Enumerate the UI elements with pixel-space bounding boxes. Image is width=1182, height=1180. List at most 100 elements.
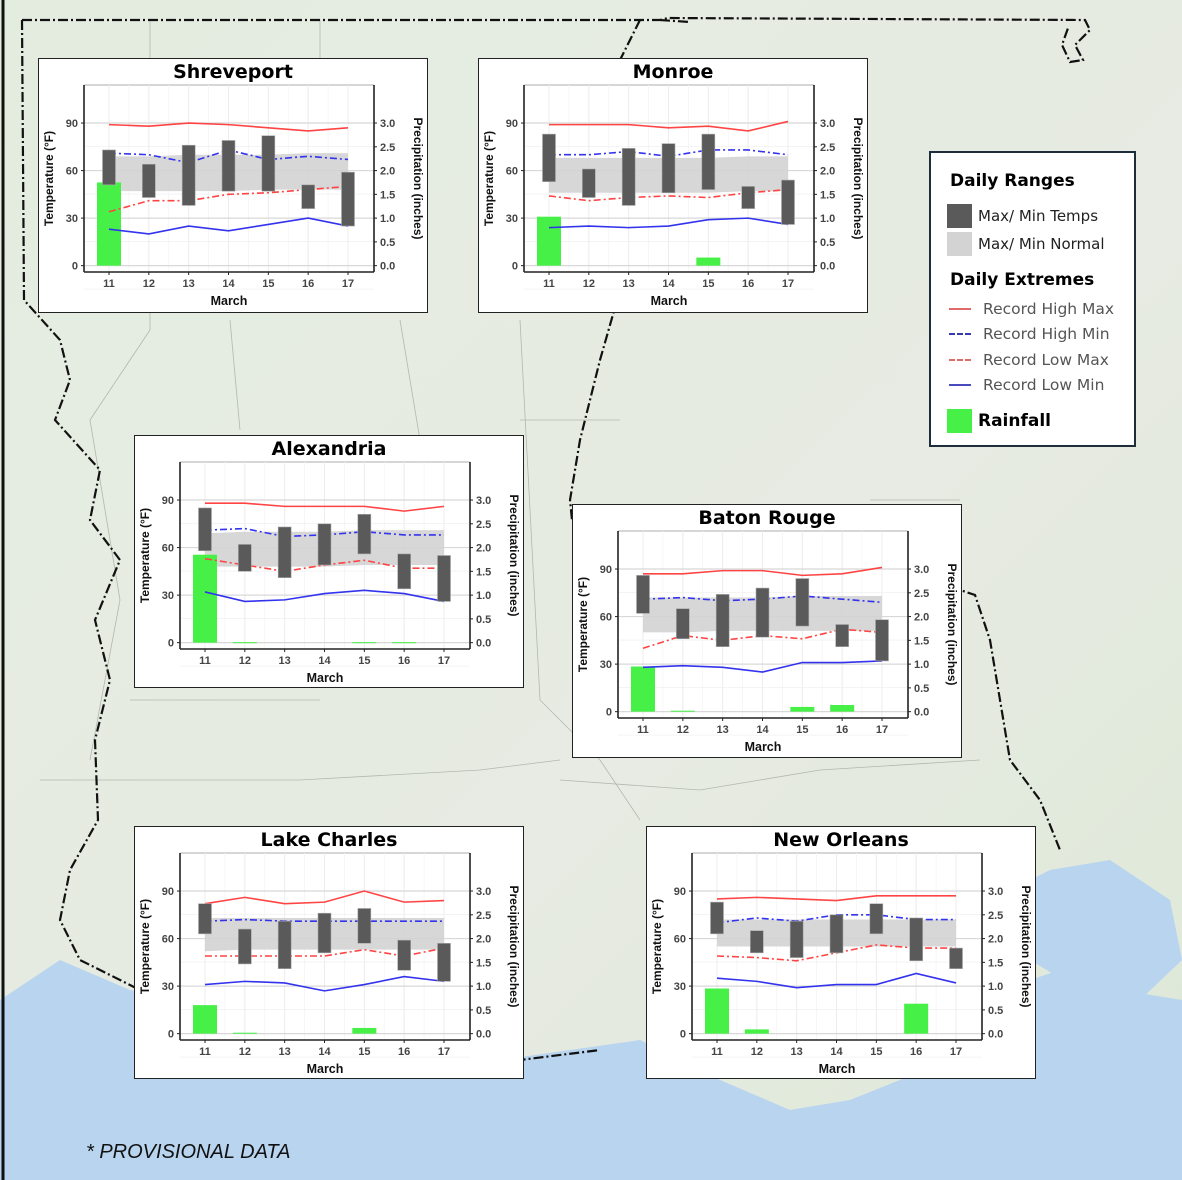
temp-range-bar [781,179,795,225]
svg-text:1.5: 1.5 [914,635,929,647]
svg-text:Precipitation (inches): Precipitation (inches) [1019,885,1033,1007]
svg-text:17: 17 [782,278,794,290]
line-solid-blue-icon [949,384,971,386]
record-high-min-line [642,595,883,604]
svg-text:0: 0 [606,707,612,719]
temp-range-bar [835,624,849,647]
record-high-max-line [549,120,789,132]
svg-text:2.5: 2.5 [476,910,491,922]
svg-text:2.0: 2.0 [476,543,491,555]
temp-range-bar [661,143,676,194]
svg-text:11: 11 [637,724,649,736]
svg-text:16: 16 [742,278,754,290]
svg-text:0.5: 0.5 [820,237,835,249]
svg-text:March: March [307,1062,344,1076]
swatch-green-icon [947,409,972,433]
temp-range-bar [198,507,212,552]
svg-text:1.0: 1.0 [988,981,1003,993]
svg-text:1.5: 1.5 [476,566,491,578]
svg-text:60: 60 [162,543,174,555]
rainfall-bar [631,666,655,712]
record-high-max-line [108,122,349,132]
svg-text:0: 0 [680,1029,686,1041]
temp-range-bar [277,920,292,969]
legend-item-record-low-max: Record Low Max [947,349,1109,371]
rainfall-bar [904,1003,929,1034]
rainfall-bar [790,706,815,712]
chart-plot: 0 30 60 90 0.0 0.5 1.0 1.5 2.0 2.5 3.0 11 12 13 14 15 16… [576,530,959,754]
svg-text:90: 90 [506,118,518,130]
temp-range-bar [582,168,596,198]
chart-plot: 0 30 60 90 0.0 0.5 1.0 1.5 2.0 2.5 3.0 11 12 13 14 15 16… [138,461,521,685]
legend-label: Record Low Max [983,351,1109,369]
svg-text:1.0: 1.0 [476,981,491,993]
svg-text:1.0: 1.0 [820,213,835,225]
svg-text:17: 17 [438,1046,450,1058]
svg-text:0.5: 0.5 [476,1005,491,1017]
temp-range-bar [875,619,889,662]
record-high-max-line [204,890,445,905]
temp-range-bar [181,144,196,206]
svg-text:17: 17 [950,1046,962,1058]
rainfall-bar [193,554,217,643]
temp-range-bar [795,578,810,627]
svg-text:March: March [651,294,688,308]
legend-label: Record High Min [983,325,1110,343]
line-dashdot-blue-icon [949,333,971,335]
svg-text:2.5: 2.5 [914,588,929,600]
rainfall-bar [705,988,729,1034]
chart-title: Shreveport [173,61,293,83]
temp-range-bar [750,930,764,954]
swatch-dark-gray-icon [947,204,972,228]
legend-heading-daily-extremes: Daily Extremes [950,270,1095,290]
svg-text:60: 60 [66,166,78,178]
svg-text:14: 14 [830,1046,843,1058]
temp-range-bar [317,523,332,566]
svg-text:14: 14 [662,278,675,290]
chart-title: New Orleans [773,829,909,851]
svg-text:16: 16 [302,278,314,290]
temp-range-bar [357,908,372,944]
svg-text:1.5: 1.5 [476,957,491,969]
svg-text:30: 30 [66,213,78,225]
temp-range-bar [542,133,556,182]
temp-range-bar [301,184,315,209]
svg-text:0.0: 0.0 [476,1029,491,1041]
rainfall-bar [537,216,561,266]
svg-text:0: 0 [168,1029,174,1041]
svg-text:12: 12 [677,724,689,736]
svg-text:Precipitation (inches): Precipitation (inches) [851,117,865,239]
svg-text:0.5: 0.5 [476,614,491,626]
svg-text:15: 15 [870,1046,882,1058]
record-low-min-line [108,217,349,235]
rainfall-bar [830,705,855,712]
svg-text:2.0: 2.0 [820,166,835,178]
temp-range-bar [437,943,451,982]
svg-text:90: 90 [162,495,174,507]
svg-text:3.0: 3.0 [380,118,395,130]
svg-text:15: 15 [796,724,808,736]
svg-text:Temperature (°F): Temperature (°F) [138,899,152,994]
svg-text:17: 17 [438,655,450,667]
chart-lake-charles: Lake Charles 0 30 60 90 0.0 0.5 1.0 1.5 2.0 2.5 3.0… [134,826,524,1079]
svg-text:2.0: 2.0 [988,934,1003,946]
svg-text:16: 16 [398,655,410,667]
svg-text:13: 13 [183,278,195,290]
legend-item-record-high-min: Record High Min [947,323,1110,345]
svg-text:0.0: 0.0 [988,1029,1003,1041]
chart-plot: 0 30 60 90 0.0 0.5 1.0 1.5 2.0 2.5 3.0 11 12 13 14 15 16… [42,84,425,308]
svg-text:14: 14 [756,724,769,736]
svg-text:3.0: 3.0 [476,886,491,898]
legend: Daily Ranges Max/ Min Temps Max/ Min Nor… [929,151,1136,447]
temp-range-bar [198,903,212,935]
temp-range-bar [142,163,156,198]
swatch-light-gray-icon [947,232,972,256]
svg-text:13: 13 [279,655,291,667]
svg-text:30: 30 [600,659,612,671]
svg-text:1.0: 1.0 [380,213,395,225]
temp-range-bar [261,135,276,192]
chart-title: Lake Charles [260,829,398,851]
svg-text:3.0: 3.0 [914,564,929,576]
record-low-min-line [204,589,445,603]
svg-text:1.0: 1.0 [914,659,929,671]
